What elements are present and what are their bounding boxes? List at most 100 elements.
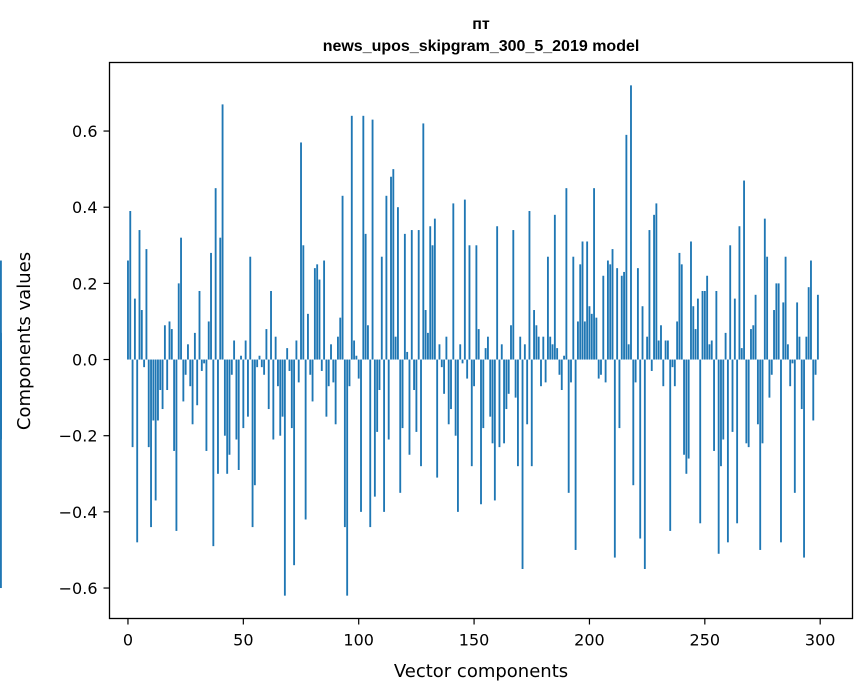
y-tick-label: −0.4 [59, 503, 98, 522]
bar [763, 218, 766, 360]
bar [376, 359, 379, 432]
bar [669, 359, 672, 531]
y-tick-label: 0.6 [72, 122, 97, 141]
bar [798, 336, 801, 360]
bar [756, 359, 759, 425]
bar [747, 359, 750, 448]
bar [251, 359, 254, 528]
bar [332, 359, 335, 383]
bar [521, 359, 524, 569]
bar [482, 359, 485, 429]
bar [576, 321, 579, 360]
bar [533, 310, 535, 360]
bar [198, 290, 201, 360]
plot-frame [108, 61, 854, 620]
bar [295, 340, 298, 360]
bar [636, 268, 639, 360]
bar [253, 359, 256, 486]
bar [320, 359, 323, 371]
bar [726, 359, 729, 543]
bar [549, 336, 552, 360]
bar [556, 348, 559, 360]
bar [551, 344, 554, 360]
bar [480, 359, 482, 505]
bar [715, 290, 718, 360]
bar [507, 359, 510, 394]
bar [468, 245, 471, 360]
bar [713, 359, 715, 451]
bar [583, 321, 586, 360]
bar [281, 359, 284, 417]
bar [424, 310, 427, 360]
bar [219, 237, 222, 360]
bar [133, 298, 136, 360]
bar [553, 214, 556, 360]
bar [163, 325, 166, 360]
bar [775, 283, 778, 360]
bar [484, 348, 487, 360]
bar [565, 188, 568, 360]
bar [708, 344, 711, 360]
bar [355, 355, 358, 360]
bar [459, 344, 462, 360]
bar [256, 359, 259, 368]
bar [611, 249, 614, 360]
bar [143, 359, 146, 368]
bar [789, 359, 792, 387]
bar [420, 359, 422, 467]
bar [457, 359, 459, 512]
bar [371, 119, 374, 360]
bar [399, 359, 402, 493]
bar [302, 245, 305, 360]
bar [263, 359, 266, 375]
bar [678, 252, 681, 360]
bar [346, 359, 349, 596]
bar [337, 336, 339, 360]
bar [450, 359, 452, 410]
bar [191, 359, 194, 425]
bar [620, 275, 623, 360]
bar [692, 306, 695, 360]
bar [327, 359, 330, 387]
bar [408, 359, 411, 455]
chart-title: пт [472, 16, 490, 33]
bar [274, 336, 277, 360]
y-tick-label: 0.0 [72, 351, 97, 370]
bar [466, 359, 469, 379]
bar [498, 359, 501, 448]
x-axis-label: Vector components [394, 661, 568, 682]
bar [470, 359, 473, 467]
bar [473, 359, 475, 387]
x-tick-label: 150 [459, 631, 490, 650]
bar [205, 359, 208, 451]
bars-group [0, 85, 819, 596]
bar [286, 348, 289, 360]
bar [773, 310, 775, 360]
bar [706, 275, 709, 360]
bar [309, 359, 312, 375]
bar [325, 359, 328, 417]
bar [639, 359, 642, 539]
bar [491, 359, 494, 444]
bar [791, 359, 794, 364]
bar [793, 359, 796, 493]
bar [258, 355, 261, 360]
bar [138, 230, 141, 360]
bar [157, 359, 159, 421]
bar [447, 359, 450, 425]
bar [625, 134, 628, 360]
bar [567, 359, 570, 493]
bar [357, 359, 360, 379]
bar [270, 290, 272, 360]
bar [701, 290, 704, 360]
bar [816, 294, 819, 360]
bar [210, 252, 212, 360]
bar [0, 359, 2, 440]
bar [671, 359, 674, 368]
bar [410, 230, 413, 360]
bar [431, 245, 434, 360]
y-axis-label: Components values [14, 252, 35, 430]
bar [0, 260, 2, 360]
bar [168, 321, 171, 360]
